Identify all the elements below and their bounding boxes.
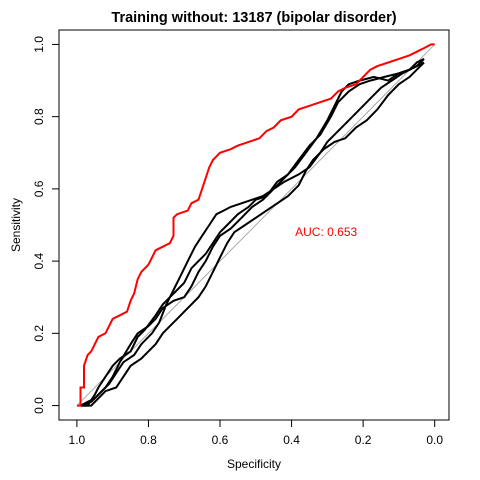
auc-annotation: AUC: 0.653 — [295, 225, 357, 239]
y-tick-label: 0.0 — [32, 397, 46, 414]
y-axis-label: Sensitivity — [9, 198, 23, 252]
x-tick-label: 0.8 — [140, 433, 157, 447]
diagonal-reference-line — [76, 44, 436, 406]
roc-curve-red — [76, 43, 435, 407]
chart-title: Training without: 13187 (bipolar disorde… — [111, 10, 396, 26]
diagonal-reference-layer — [76, 44, 436, 406]
roc-curve-black-3 — [80, 58, 425, 407]
y-tick-label: 0.4 — [32, 252, 46, 269]
series-layer — [76, 43, 435, 407]
y-tick-label: 0.6 — [32, 180, 46, 197]
x-tick-label: 1.0 — [69, 433, 86, 447]
x-axis-label: Specificity — [227, 457, 281, 471]
roc-curve-black-4 — [80, 61, 425, 407]
y-tick-label: 1.0 — [32, 36, 46, 53]
x-axis: 1.0 0.8 0.6 0.4 0.2 0.0 — [69, 419, 443, 447]
y-axis: 0.0 0.2 0.4 0.6 0.8 1.0 — [32, 36, 60, 414]
x-tick-label: 0.0 — [426, 433, 443, 447]
y-tick-label: 0.8 — [32, 108, 46, 125]
x-tick-label: 0.4 — [283, 433, 300, 447]
y-tick-label: 0.2 — [32, 325, 46, 342]
x-tick-label: 0.2 — [355, 433, 372, 447]
roc-curve-black-1 — [80, 58, 425, 407]
x-tick-label: 0.6 — [212, 433, 229, 447]
